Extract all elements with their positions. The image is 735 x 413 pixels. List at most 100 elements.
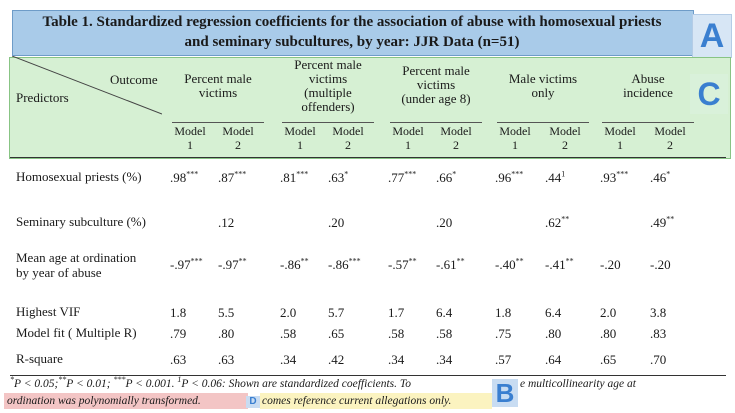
cell-value: -.57 — [388, 257, 409, 272]
table-cell: 1.8 — [495, 305, 511, 320]
model-header-5-number: 1 — [405, 138, 411, 152]
table-cell: .65 — [600, 352, 616, 367]
annotation-marker-b: B — [492, 379, 518, 407]
model-header-7-label: Model — [499, 124, 531, 138]
cell-value: 6.4 — [436, 305, 453, 320]
model-header-3-label: Model — [284, 124, 316, 138]
cell-value: .83 — [650, 326, 667, 341]
table-cell: .77*** — [388, 170, 416, 185]
outcome-group-2-line-1: Percent male — [294, 57, 362, 72]
table-cell: .80 — [218, 326, 234, 341]
table-cell: -.86** — [280, 257, 309, 272]
cell-value: .79 — [170, 326, 187, 341]
footnote-line-2-end: comes reference current allegations only… — [262, 395, 452, 407]
outcome-group-1: Percent male victims — [170, 72, 266, 100]
footnote-highlight-pink — [4, 393, 248, 409]
model-header-10-label: Model — [654, 124, 686, 138]
table-cell: -.40** — [495, 257, 524, 272]
cell-value: .98 — [170, 170, 187, 185]
model-header-5: Model 1 — [388, 124, 428, 152]
cell-value: 5.5 — [218, 305, 235, 320]
outcome-group-2-line-3: (multiple — [304, 85, 352, 100]
outcome-group-2-underline — [282, 122, 374, 123]
model-header-5-label: Model — [392, 124, 424, 138]
model-header-10: Model 2 — [650, 124, 690, 152]
cell-significance: * — [666, 169, 671, 179]
table-cell: .96*** — [495, 170, 523, 185]
model-header-7-number: 1 — [512, 138, 518, 152]
footnote-line-1: *P < 0.05;**P < 0.01; ***P < 0.001. 1P <… — [10, 375, 411, 390]
model-header-2: Model 2 — [218, 124, 258, 152]
cell-value: .49 — [650, 215, 667, 230]
model-header-4-label: Model — [332, 124, 364, 138]
cell-value: -.86 — [328, 257, 349, 272]
header-diagonal-line — [12, 56, 162, 115]
outcome-group-5-underline — [602, 122, 694, 123]
footnote-highlight-yellow — [260, 393, 492, 409]
cell-significance: ** — [238, 256, 247, 266]
table-cell: .63 — [170, 352, 186, 367]
model-header-1: Model 1 — [170, 124, 210, 152]
model-header-3-number: 1 — [297, 138, 303, 152]
table-cell: .34 — [388, 352, 404, 367]
cell-significance: *** — [348, 256, 361, 266]
cell-value: .63 — [170, 352, 187, 367]
cell-significance: *** — [234, 169, 247, 179]
table-cell: 5.5 — [218, 305, 234, 320]
cell-significance: ** — [565, 256, 574, 266]
cell-significance: ** — [456, 256, 465, 266]
cell-significance: ** — [666, 214, 675, 224]
row-label-4-line-1: Highest VIF — [16, 304, 81, 319]
outcome-group-4-line-2: only — [531, 85, 555, 100]
table-title-line-2: and seminary subcultures, by year: JJR D… — [184, 34, 520, 50]
cell-value: .58 — [436, 326, 453, 341]
table-cell: .65 — [328, 326, 344, 341]
cell-value: .80 — [545, 326, 562, 341]
outcome-group-2-line-2: victims — [308, 71, 348, 86]
row-label-4: Highest VIF — [16, 304, 80, 319]
outcome-group-5: Abuse incidence — [600, 72, 696, 100]
cell-value: .63 — [218, 352, 235, 367]
cell-significance: *** — [404, 169, 417, 179]
cell-value: -.97 — [170, 257, 191, 272]
table-cell: 1.8 — [170, 305, 186, 320]
cell-value: .46 — [650, 170, 667, 185]
row-label-1: Homosexual priests (%) — [16, 169, 142, 184]
cell-value: .44 — [545, 170, 562, 185]
cell-value: -.97 — [218, 257, 239, 272]
model-header-2-label: Model — [222, 124, 254, 138]
cell-value: .20 — [328, 215, 345, 230]
table-cell: -.57** — [388, 257, 417, 272]
cell-value: .63 — [328, 170, 345, 185]
outcome-label: Outcome — [110, 72, 158, 87]
cell-value: 1.8 — [170, 305, 187, 320]
outcome-group-3: Percent male victims (under age 8) — [388, 64, 484, 106]
annotation-marker-d: D — [246, 396, 260, 408]
outcome-group-3-line-2: victims — [416, 77, 456, 92]
table-cell: .79 — [170, 326, 186, 341]
cell-value: .62 — [545, 215, 562, 230]
table-cell: 2.0 — [280, 305, 296, 320]
table-cell: -.20 — [650, 257, 671, 272]
table-cell: .87*** — [218, 170, 246, 185]
cell-value: .64 — [545, 352, 562, 367]
table-cell: .62** — [545, 215, 569, 230]
table-cell: .57 — [495, 352, 511, 367]
cell-value: -.20 — [650, 257, 671, 272]
cell-value: .96 — [495, 170, 512, 185]
row-label-1-line-1: Homosexual priests (%) — [16, 169, 142, 184]
cell-value: 5.7 — [328, 305, 345, 320]
table-cell: -.97*** — [170, 257, 203, 272]
cell-significance: * — [452, 169, 457, 179]
outcome-group-5-line-1: Abuse — [631, 71, 665, 86]
table-cell: -.86*** — [328, 257, 361, 272]
table-title: Table 1. Standardized regression coeffic… — [12, 12, 692, 52]
header-bottom-rule — [10, 157, 726, 158]
table-cell: .58 — [436, 326, 452, 341]
outcome-group-4-line-1: Male victims — [508, 71, 578, 86]
table-cell: .80 — [600, 326, 616, 341]
cell-value: 3.8 — [650, 305, 667, 320]
table-cell: .98*** — [170, 170, 198, 185]
cell-value: -.61 — [436, 257, 457, 272]
footnote-line-2-start: ordination was polynomially transformed. — [7, 395, 201, 407]
